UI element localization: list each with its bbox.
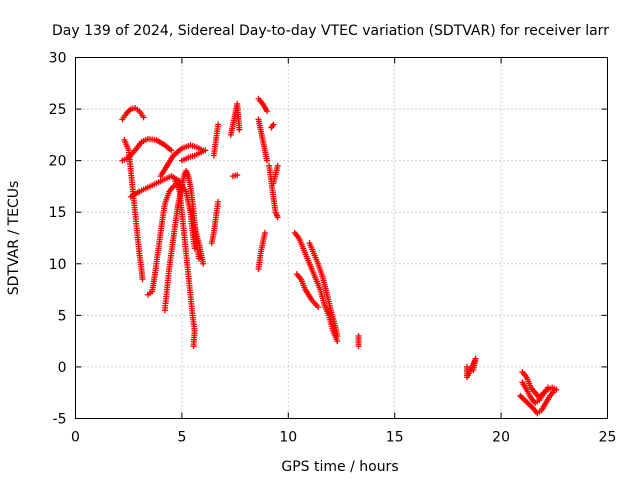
data-point xyxy=(236,126,243,133)
y-tick-label: 0 xyxy=(58,360,67,376)
x-tick-label: 25 xyxy=(599,430,617,446)
data-point xyxy=(215,121,222,128)
data-point xyxy=(234,172,241,179)
data-point xyxy=(528,403,535,410)
data-point xyxy=(525,401,532,408)
data-point xyxy=(190,343,197,350)
data-point xyxy=(355,343,362,350)
y-tick-label: 25 xyxy=(49,102,67,118)
data-point xyxy=(551,387,558,394)
x-axis-label: GPS time / hours xyxy=(281,459,398,475)
data-point xyxy=(315,304,322,311)
plot-frame xyxy=(75,57,608,419)
data-point xyxy=(521,396,528,403)
data-point xyxy=(470,367,477,374)
data-points-layer xyxy=(119,95,560,417)
x-tick-label: 15 xyxy=(386,430,404,446)
data-point xyxy=(544,384,551,391)
data-point xyxy=(334,338,341,345)
data-point xyxy=(520,395,527,402)
data-point xyxy=(168,147,175,154)
data-point xyxy=(264,157,271,164)
y-tick-label: 10 xyxy=(49,257,67,273)
data-point xyxy=(334,332,341,339)
data-point xyxy=(261,229,268,236)
data-point xyxy=(522,398,529,405)
y-tick-label: 30 xyxy=(49,51,67,67)
grid-layer xyxy=(75,57,608,419)
data-point xyxy=(518,394,525,401)
x-tick-label: 10 xyxy=(279,430,297,446)
data-point xyxy=(524,399,531,406)
data-point xyxy=(195,255,202,262)
data-point xyxy=(274,162,281,169)
y-tick-label: 5 xyxy=(58,308,67,324)
y-tick-label: 15 xyxy=(49,205,67,221)
x-tick-label: 5 xyxy=(177,430,186,446)
data-point xyxy=(124,108,131,115)
data-point xyxy=(200,260,207,267)
data-point xyxy=(215,198,222,205)
data-point xyxy=(140,114,147,121)
data-point xyxy=(139,276,146,283)
x-tick-label: 20 xyxy=(492,430,510,446)
chart-title: Day 139 of 2024, Sidereal Day-to-day VTE… xyxy=(52,23,609,39)
x-tick-label: 0 xyxy=(71,430,80,446)
data-point xyxy=(517,392,524,399)
data-point xyxy=(264,108,271,115)
data-point xyxy=(202,147,209,154)
y-tick-label: -5 xyxy=(53,412,67,428)
ticks-layer xyxy=(75,57,608,419)
y-tick-label: 20 xyxy=(49,154,67,170)
data-point xyxy=(270,121,277,128)
y-axis-label: SDTVAR / TECUs xyxy=(6,181,22,296)
data-point xyxy=(274,214,281,221)
